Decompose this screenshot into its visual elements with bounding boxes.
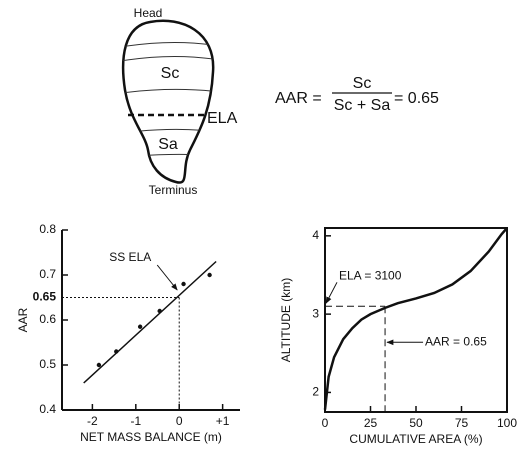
formula-result: = 0.65: [394, 90, 439, 107]
terminus-label: Terminus: [149, 183, 198, 197]
y-tick-label: 0.8: [39, 222, 56, 236]
x-tick-label: 75: [455, 416, 469, 430]
glacier-diagram: Head Sc ELA Sa Terminus: [121, 6, 238, 197]
x-axis-label: CUMULATIVE AREA (%): [349, 432, 482, 446]
data-point: [114, 349, 119, 354]
formula: AAR = Sc Sc + Sa = 0.65: [275, 75, 439, 114]
x-tick-label: 0: [322, 416, 329, 430]
x-tick-label: 100: [497, 416, 517, 430]
fit-line: [83, 260, 217, 384]
annotation-arrow: [156, 264, 178, 291]
reference-label: 0.65: [33, 290, 57, 304]
hypsometric-curve: [323, 227, 508, 410]
formula-numerator: Sc: [353, 75, 372, 92]
data-point: [181, 281, 186, 287]
sa-label: Sa: [158, 136, 178, 153]
y-tick-label: 0.7: [39, 267, 56, 281]
head-label: Head: [134, 6, 163, 20]
x-tick-label: 50: [409, 416, 423, 430]
glacier-outline: [121, 19, 215, 184]
annotation-arrow: [325, 282, 338, 304]
y-tick-label: 0.5: [39, 357, 56, 371]
annotation: ELA = 3100: [339, 268, 402, 282]
data-point: [96, 362, 102, 368]
data-point: [157, 308, 162, 314]
x-tick-label: 25: [364, 416, 378, 430]
data-point: [207, 272, 212, 278]
y-axis-label: AAR: [16, 307, 30, 332]
x-axis-label: NET MASS BALANCE (m): [80, 430, 222, 444]
sc-label: Sc: [161, 65, 180, 82]
y-tick-label: 4: [312, 228, 319, 242]
x-tick-label: -1: [130, 414, 141, 428]
y-tick-label: 3: [312, 306, 319, 320]
formula-lhs: AAR =: [275, 90, 322, 107]
x-tick-label: -2: [87, 414, 98, 428]
y-tick-label: 0.6: [39, 312, 56, 326]
x-tick-label: 0: [176, 414, 183, 428]
ela-label: ELA: [207, 110, 238, 127]
data-point: [137, 324, 143, 329]
formula-denominator: Sc + Sa: [334, 97, 391, 114]
annotation: SS ELA: [109, 250, 151, 264]
annotation: AAR = 0.65: [425, 334, 487, 348]
x-tick-label: +1: [216, 414, 230, 428]
plot-frame: [324, 227, 508, 413]
y-tick-label: 2: [312, 385, 319, 399]
y-tick-label: 0.4: [39, 402, 56, 416]
y-axis-label: ALTITUDE (km): [279, 278, 293, 362]
